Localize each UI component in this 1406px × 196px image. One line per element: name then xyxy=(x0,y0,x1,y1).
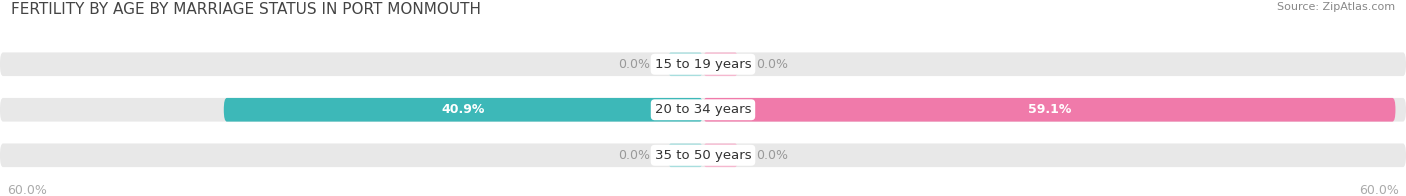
Text: 60.0%: 60.0% xyxy=(1360,184,1399,196)
Text: 0.0%: 0.0% xyxy=(619,58,650,71)
Text: FERTILITY BY AGE BY MARRIAGE STATUS IN PORT MONMOUTH: FERTILITY BY AGE BY MARRIAGE STATUS IN P… xyxy=(11,2,481,17)
FancyBboxPatch shape xyxy=(668,143,703,167)
Text: 0.0%: 0.0% xyxy=(756,58,787,71)
Text: 15 to 19 years: 15 to 19 years xyxy=(655,58,751,71)
Text: 35 to 50 years: 35 to 50 years xyxy=(655,149,751,162)
FancyBboxPatch shape xyxy=(224,98,703,122)
Text: 0.0%: 0.0% xyxy=(756,149,787,162)
Text: 60.0%: 60.0% xyxy=(7,184,46,196)
FancyBboxPatch shape xyxy=(703,143,738,167)
FancyBboxPatch shape xyxy=(703,52,738,76)
FancyBboxPatch shape xyxy=(0,143,1406,167)
FancyBboxPatch shape xyxy=(668,52,703,76)
FancyBboxPatch shape xyxy=(703,98,1395,122)
FancyBboxPatch shape xyxy=(0,98,1406,122)
Text: 0.0%: 0.0% xyxy=(619,149,650,162)
FancyBboxPatch shape xyxy=(0,52,1406,76)
Text: 59.1%: 59.1% xyxy=(1028,103,1071,116)
Text: 20 to 34 years: 20 to 34 years xyxy=(655,103,751,116)
Text: 40.9%: 40.9% xyxy=(441,103,485,116)
Text: Source: ZipAtlas.com: Source: ZipAtlas.com xyxy=(1277,2,1395,12)
